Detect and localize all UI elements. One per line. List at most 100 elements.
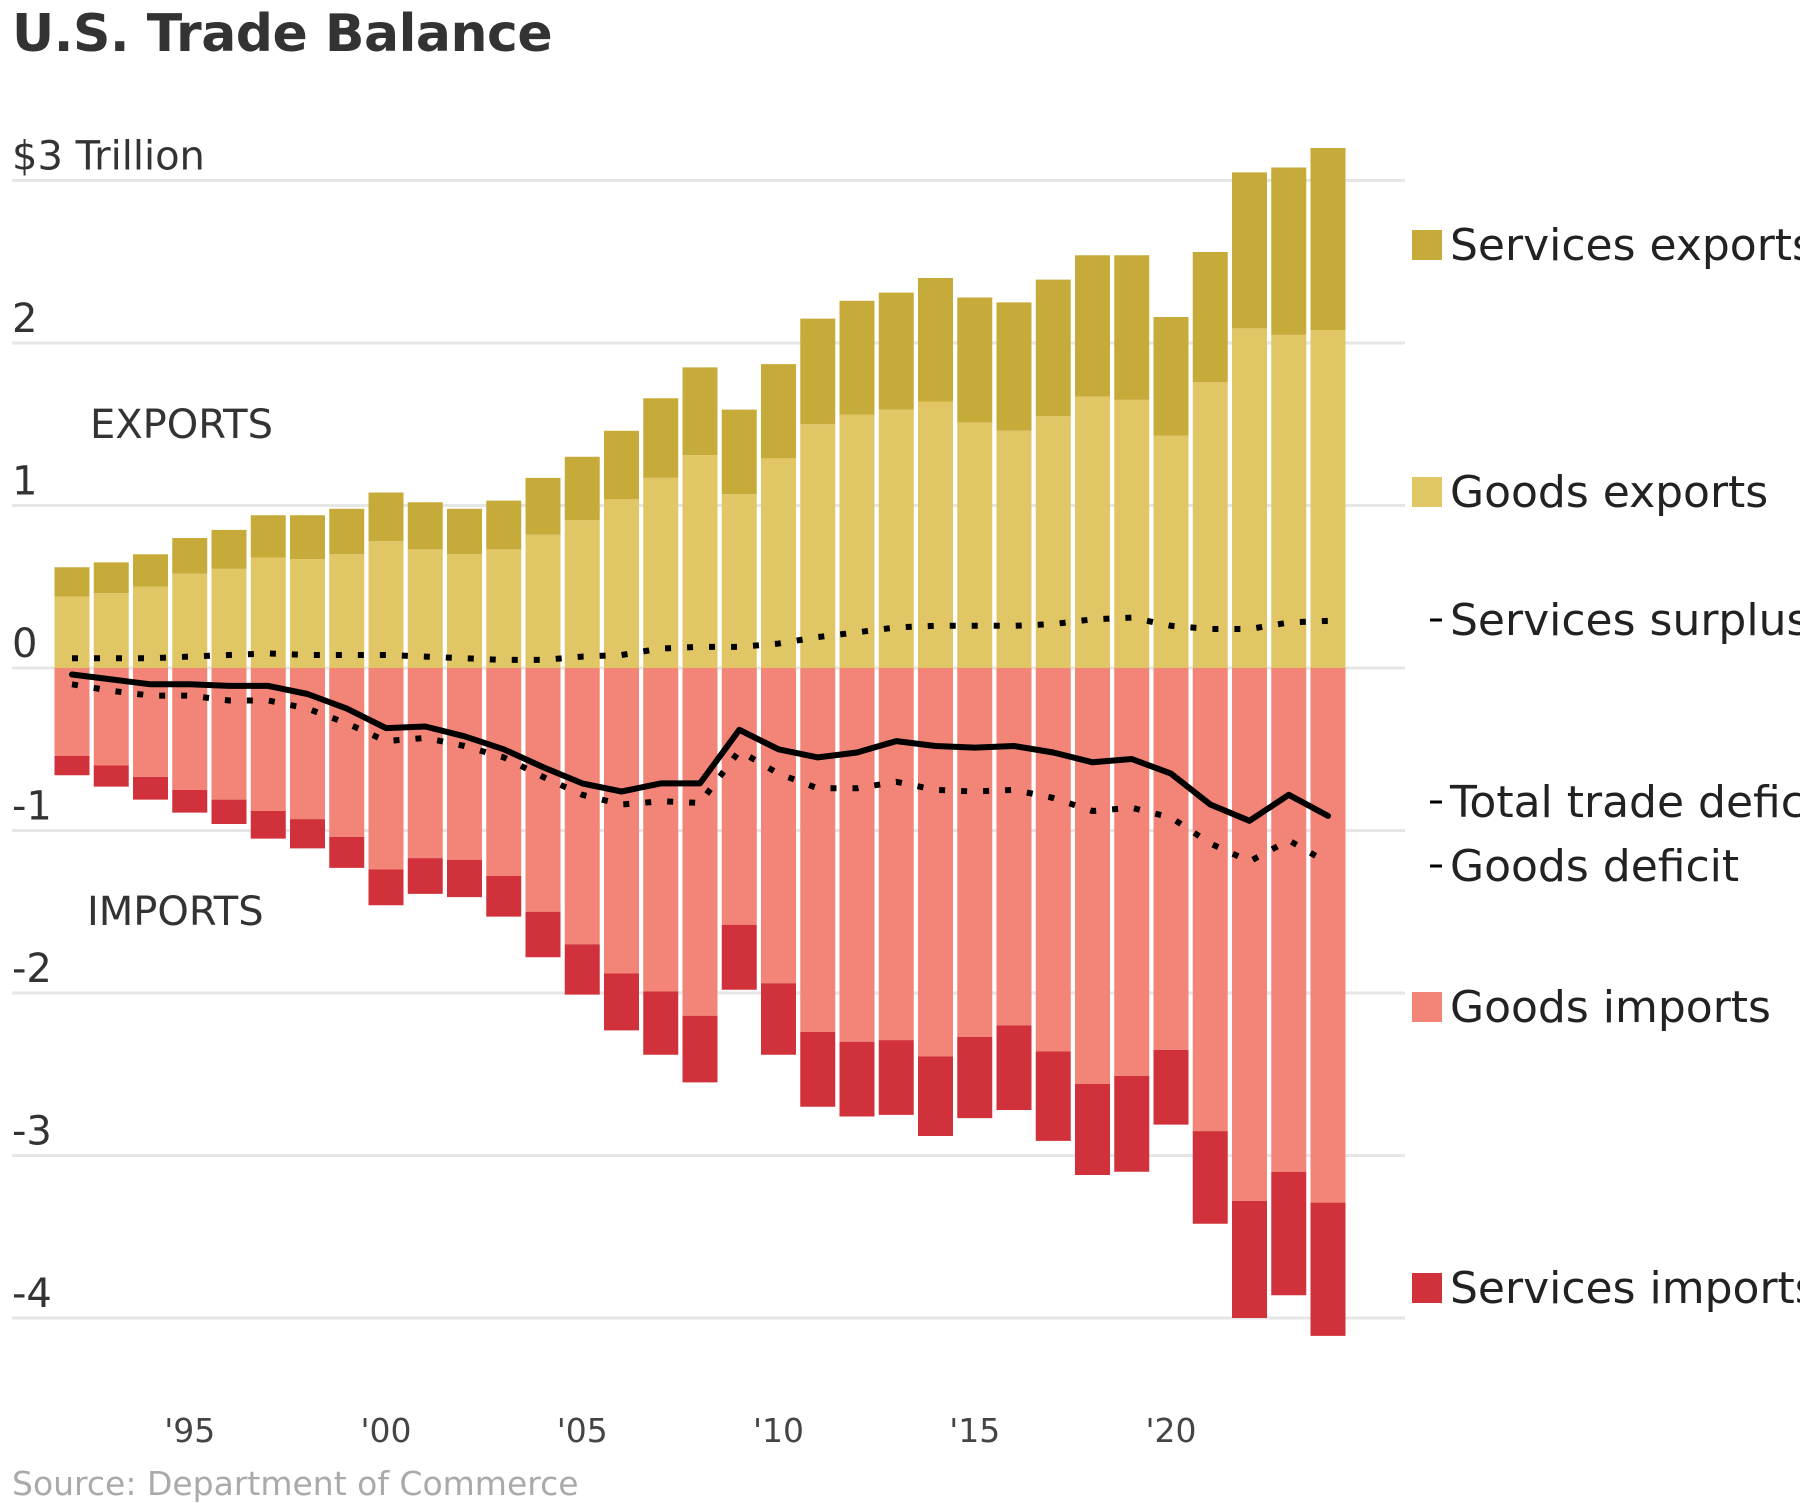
bar-goods-imports [643,668,679,992]
bar-goods-imports [329,668,365,837]
bar-goods-exports [1035,416,1071,668]
bar-goods-imports [1310,668,1346,1203]
bar-goods-exports [839,414,875,668]
bar-goods-exports [996,430,1032,668]
bar-goods-imports [761,668,796,984]
imports-annotation: IMPORTS [87,889,264,935]
y-tick-label: 1 [12,459,37,505]
bar-goods-imports [1035,668,1071,1052]
axis-labels: $3 Trillion 2 1 0 -1 -2 -3 -4 '95 '00 '05 '10 '15 '20 [12,134,1197,1451]
x-tick-label: '10 [753,1411,804,1450]
bar-services-imports [93,765,129,787]
bar-goods-exports [172,573,208,668]
legend-swatch [1412,1273,1442,1303]
bar-goods-imports [996,668,1032,1026]
y-tick-label: -1 [12,784,52,830]
bar-goods-imports [682,668,718,1016]
legend-label: Services surplus [1450,595,1800,646]
x-tick-label: '95 [164,1411,215,1450]
bar-services-exports [172,538,208,574]
bar-goods-exports [682,455,718,668]
bar-services-exports [1271,167,1307,335]
bar-services-imports [996,1025,1032,1110]
bar-goods-imports [486,668,522,876]
bar-services-exports [1192,252,1228,382]
bar-goods-imports [1153,668,1189,1050]
series-lines [69,614,1331,866]
bar-services-imports [604,973,639,1031]
bar-services-exports [643,398,679,478]
bar-services-imports [1271,1171,1307,1296]
bar-goods-imports [1271,668,1307,1172]
bar-services-imports [172,789,208,813]
bar-goods-imports [564,668,600,945]
bar-goods-exports [1192,382,1228,668]
bar-services-imports [1232,1201,1267,1318]
bar-services-exports [211,529,247,569]
bar-services-exports [721,409,757,495]
bar-goods-imports [957,668,993,1037]
bar-services-exports [1153,317,1189,436]
legend-label: Services exports [1450,220,1800,271]
bar-services-exports [839,300,875,415]
bar-goods-imports [604,668,639,974]
bar-goods-exports [290,559,325,668]
bar-goods-imports [368,668,404,870]
bar-goods-imports [721,668,757,925]
bar-goods-imports [1075,668,1110,1084]
bar-goods-imports [1232,668,1267,1201]
bar-services-exports [918,278,953,402]
bar-goods-exports [486,549,522,668]
exports-annotation: EXPORTS [90,402,273,448]
x-tick-label: '15 [949,1411,1000,1450]
y-tick-label: -2 [12,946,52,992]
bar-services-exports [486,500,522,550]
bar-services-imports [800,1032,836,1107]
bar-services-exports [93,562,129,594]
bar-services-exports [1075,255,1110,397]
bar-services-imports [329,837,365,868]
bar-goods-exports [1153,435,1189,668]
y-tick-label: 2 [12,296,37,342]
bar-goods-imports [407,668,443,859]
bar-goods-exports [761,458,796,668]
bar-services-exports [1035,279,1071,417]
bar-services-imports [918,1056,953,1136]
bar-services-exports [250,515,286,558]
bar-services-imports [682,1015,718,1083]
bar-services-exports [682,367,718,456]
bar-services-imports [133,776,168,800]
bar-goods-imports [250,668,286,811]
bar-goods-exports [133,586,168,668]
bar-services-imports [447,859,482,898]
legend: Services exports Goods exports Services su… [1412,220,1800,1314]
bar-services-imports [54,755,90,776]
bar-services-imports [1153,1049,1189,1125]
bar-services-imports [1310,1202,1346,1336]
bar-services-imports [1114,1075,1150,1172]
bar-goods-imports [447,668,482,860]
bar-services-imports [1035,1051,1071,1141]
y-tick-label: -4 [12,1271,52,1317]
bar-goods-imports [878,668,914,1041]
bar-goods-exports [1114,399,1150,668]
bar-goods-exports [329,554,365,668]
legend-label: Services imports [1450,1263,1800,1314]
bar-services-imports [486,876,522,917]
legend-label: Total trade deficit [1449,777,1800,828]
bar-goods-exports [1310,330,1346,668]
bar-services-imports [211,799,247,824]
bar-goods-exports [1232,328,1267,668]
bar-services-imports [407,858,443,894]
bar-services-imports [721,924,757,990]
bar-goods-exports [1075,396,1110,668]
bar-goods-exports [957,422,993,668]
line-total-trade-deficit [69,671,1331,824]
legend-swatch [1412,992,1442,1022]
legend-label: Goods imports [1450,982,1771,1033]
legend-label: Goods exports [1450,467,1768,518]
bar-services-imports [761,983,796,1055]
bar-services-exports [407,502,443,550]
bar-services-exports [761,364,796,459]
bar-services-exports [1114,255,1150,400]
